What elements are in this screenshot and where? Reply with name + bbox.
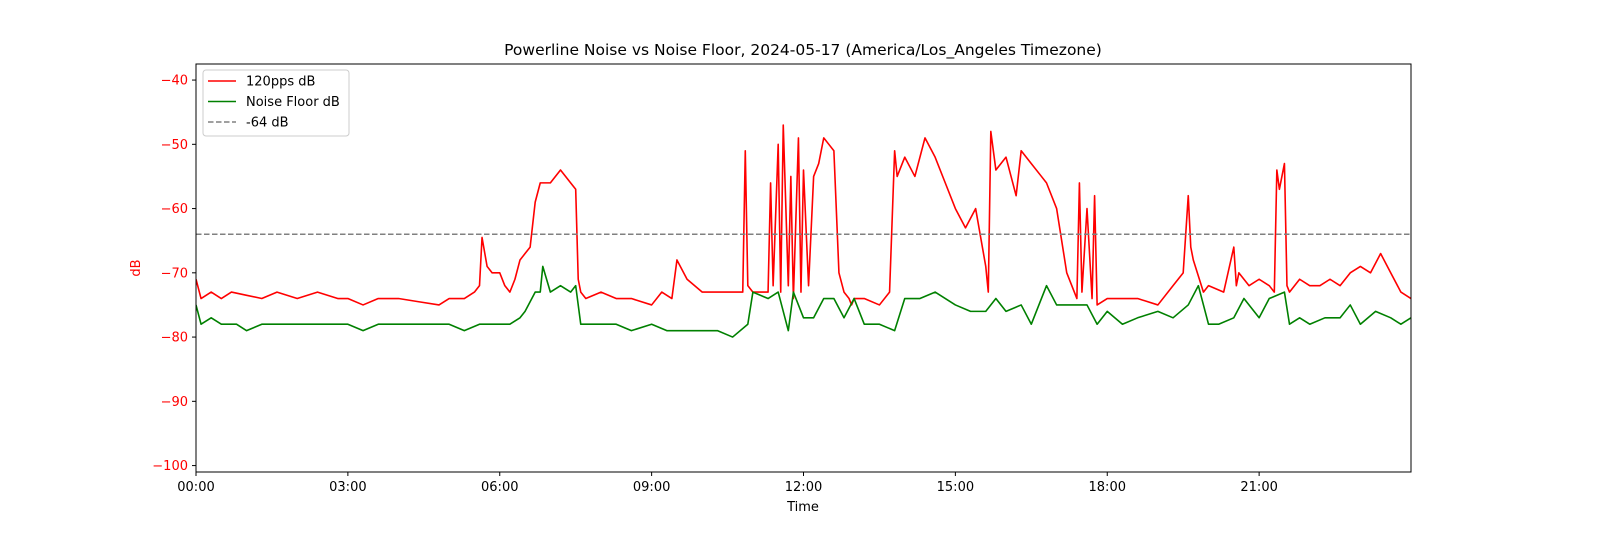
x-tick-label: 03:00 (329, 480, 366, 495)
legend-box (202, 69, 350, 137)
x-tick-label: 21:00 (1240, 480, 1277, 495)
legend-label-2: Noise Floor dB (246, 95, 340, 110)
y-tick-label: −40 (161, 74, 188, 89)
chart-title: Powerline Noise vs Noise Floor, 2024-05-… (504, 41, 1102, 60)
x-tick-label: 00:00 (177, 480, 214, 495)
y-tick-label: −50 (161, 138, 188, 153)
series-line-1 (196, 124, 1411, 306)
y-tick-label: −70 (161, 266, 188, 281)
series-line-2 (196, 265, 1411, 338)
y-axis-label: dB (129, 259, 144, 276)
y-tick-label: −80 (161, 331, 188, 346)
plot-area (196, 124, 1411, 338)
x-tick-label: 06:00 (481, 480, 518, 495)
y-tick-label: −60 (161, 202, 188, 217)
y-tick-label: −100 (152, 459, 188, 474)
y-tick-label: −90 (161, 395, 188, 410)
x-tick-label: 09:00 (633, 480, 670, 495)
x-axis-ticks: 00:00 03:00 06:00 09:00 12:00 15:00 18:00 21:00 (177, 472, 1278, 495)
legend-label-1: 120pps dB (246, 75, 315, 90)
y-axis-ticks: −40 −50 −60 −70 −80 −90 −100 (152, 74, 196, 474)
legend: 120pps dB Noise Floor dB -64 dB (202, 69, 350, 137)
legend-label-3: -64 dB (246, 116, 289, 131)
x-axis-label: Time (786, 500, 819, 515)
x-tick-label: 12:00 (785, 480, 822, 495)
x-tick-label: 18:00 (1089, 480, 1126, 495)
x-tick-label: 15:00 (937, 480, 974, 495)
